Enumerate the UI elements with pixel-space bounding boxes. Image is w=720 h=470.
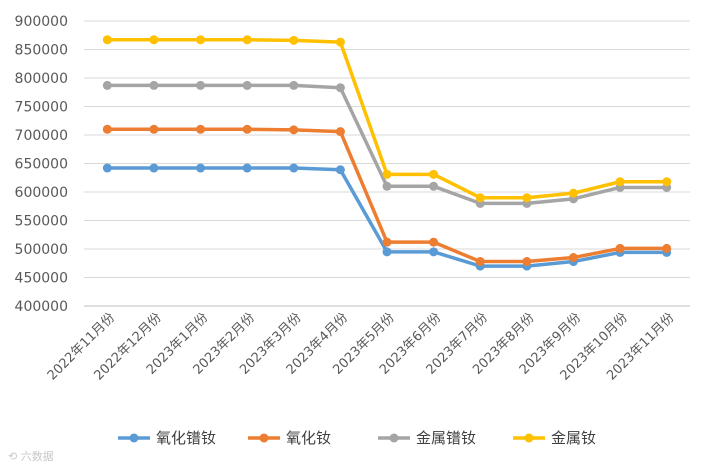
series-2 xyxy=(102,124,672,267)
data-point xyxy=(382,247,392,257)
data-point xyxy=(149,124,159,134)
legend-swatch-marker xyxy=(389,433,399,443)
data-point xyxy=(102,124,112,134)
y-tick-label: 400000 xyxy=(15,299,68,315)
data-point xyxy=(382,181,392,191)
y-tick-label: 500000 xyxy=(15,242,68,258)
data-point xyxy=(196,163,206,173)
legend-item: 氧化钕 xyxy=(248,429,331,447)
series-3 xyxy=(102,80,672,208)
data-point xyxy=(289,80,299,90)
data-point xyxy=(475,257,485,267)
legend-label: 金属钕 xyxy=(551,429,596,447)
legend-swatch-marker xyxy=(524,433,534,443)
data-point xyxy=(289,125,299,135)
data-point xyxy=(662,177,672,187)
y-tick-label: 850000 xyxy=(15,43,68,59)
data-point xyxy=(242,80,252,90)
data-point xyxy=(382,169,392,179)
data-point xyxy=(242,163,252,173)
legend-item: 金属钕 xyxy=(513,429,596,447)
data-point xyxy=(522,193,532,203)
data-point xyxy=(475,193,485,203)
data-point xyxy=(615,177,625,187)
gridlines xyxy=(84,20,690,307)
data-point xyxy=(196,124,206,134)
data-point xyxy=(102,80,112,90)
data-point xyxy=(429,169,439,179)
series-lines xyxy=(102,35,672,271)
data-point xyxy=(335,165,345,175)
data-point xyxy=(568,188,578,198)
data-point xyxy=(196,35,206,45)
series-4 xyxy=(102,35,672,203)
x-axis-ticks: 2022年11月份2022年12月份2023年1月份2023年2月份2023年3… xyxy=(45,310,678,383)
data-point xyxy=(522,257,532,267)
data-point xyxy=(568,253,578,263)
data-point xyxy=(242,124,252,134)
y-tick-label: 750000 xyxy=(15,100,68,116)
y-tick-label: 600000 xyxy=(15,185,68,201)
data-point xyxy=(289,163,299,173)
data-point xyxy=(149,35,159,45)
legend-item: 金属镨钕 xyxy=(378,429,476,447)
data-point xyxy=(615,243,625,253)
legend-swatch-marker xyxy=(129,433,139,443)
data-point xyxy=(196,80,206,90)
data-point xyxy=(662,243,672,253)
y-tick-label: 650000 xyxy=(15,157,68,173)
data-point xyxy=(102,35,112,45)
data-point xyxy=(429,237,439,247)
y-tick-label: 800000 xyxy=(15,71,68,87)
y-tick-label: 700000 xyxy=(15,128,68,144)
data-point xyxy=(429,181,439,191)
y-tick-label: 900000 xyxy=(15,14,68,30)
data-point xyxy=(335,37,345,47)
data-point xyxy=(335,83,345,93)
legend-label: 氧化镨钕 xyxy=(156,429,216,447)
legend: 氧化镨钕 氧化钕 金属镨钕 金属钕 xyxy=(118,429,596,447)
data-point xyxy=(429,247,439,257)
data-point xyxy=(102,163,112,173)
data-point xyxy=(149,163,159,173)
legend-swatch-marker xyxy=(259,433,269,443)
legend-item: 氧化镨钕 xyxy=(118,429,216,447)
data-point xyxy=(242,35,252,45)
y-tick-label: 450000 xyxy=(15,271,68,287)
watermark-text: ⟲ 六数据 xyxy=(8,450,54,463)
data-point xyxy=(335,127,345,137)
legend-label: 金属镨钕 xyxy=(416,429,476,447)
y-tick-label: 550000 xyxy=(15,214,68,230)
data-point xyxy=(289,35,299,45)
data-point xyxy=(382,237,392,247)
data-point xyxy=(149,80,159,90)
y-axis-ticks: 400000 450000 500000 550000 600000 650000 7000… xyxy=(15,14,68,315)
legend-label: 氧化钕 xyxy=(286,429,331,447)
